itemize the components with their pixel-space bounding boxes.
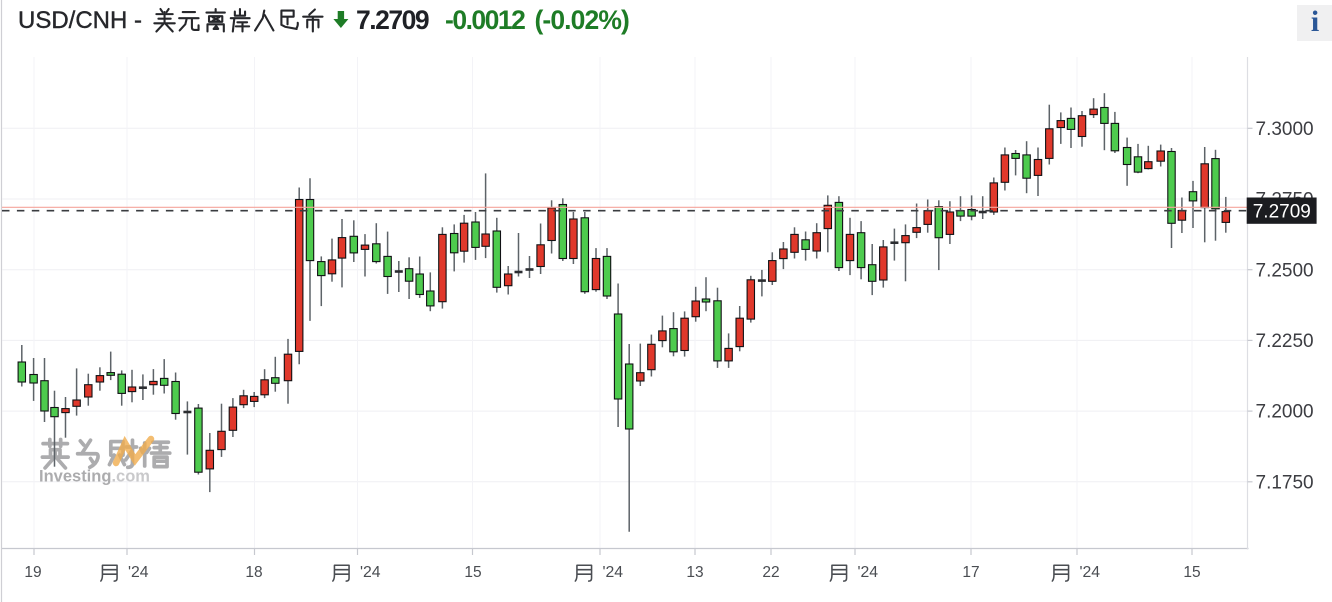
svg-text:'24: '24 (858, 564, 879, 581)
svg-text:'24: '24 (360, 564, 381, 581)
svg-text:19: 19 (24, 564, 41, 581)
svg-text:15: 15 (464, 564, 481, 581)
svg-text:'24: '24 (128, 564, 149, 581)
svg-text:17: 17 (962, 564, 979, 581)
svg-text:7.2250: 7.2250 (1256, 331, 1314, 352)
svg-text:18: 18 (245, 564, 262, 581)
svg-text:'24: '24 (603, 564, 624, 581)
svg-text:15: 15 (1183, 564, 1200, 581)
svg-text:7.2000: 7.2000 (1256, 402, 1314, 423)
svg-text:22: 22 (762, 564, 779, 581)
svg-text:Investing.com: Investing.com (39, 468, 150, 486)
svg-text:13: 13 (686, 564, 703, 581)
svg-text:7.3000: 7.3000 (1256, 119, 1314, 140)
svg-text:7.2709: 7.2709 (1253, 201, 1311, 222)
svg-text:7.1750: 7.1750 (1256, 472, 1314, 493)
svg-text:'24: '24 (1080, 564, 1101, 581)
svg-text:7.2500: 7.2500 (1256, 260, 1314, 281)
